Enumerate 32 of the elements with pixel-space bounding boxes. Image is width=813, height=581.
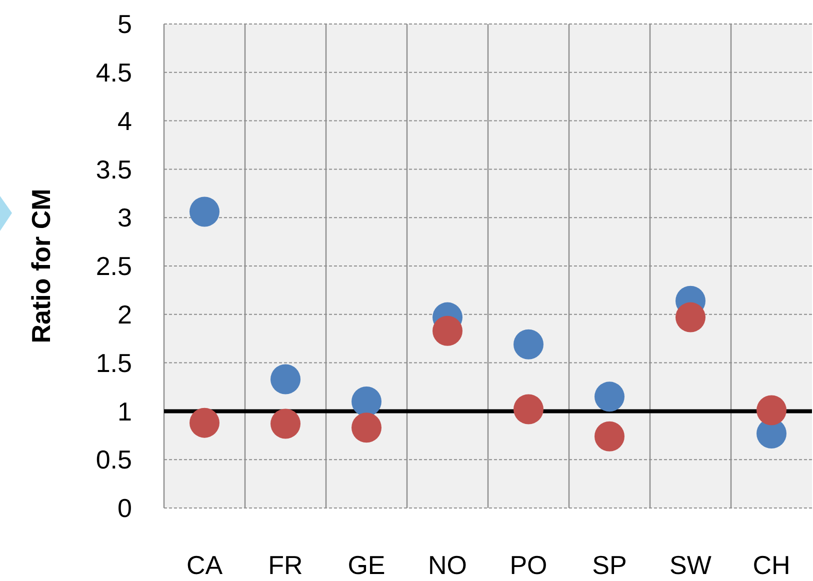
point bbox=[270, 364, 300, 394]
x-tick-label: GE bbox=[348, 550, 386, 580]
x-tick-label: PO bbox=[510, 550, 548, 580]
point bbox=[676, 302, 706, 332]
point bbox=[594, 421, 624, 452]
y-tick-label: 1 bbox=[118, 396, 132, 426]
y-tick-label: 0.5 bbox=[96, 444, 132, 475]
point bbox=[270, 408, 300, 439]
y-tick-label: 0 bbox=[118, 493, 132, 524]
x-tick-label: SW bbox=[670, 550, 712, 580]
x-tick-label: NO bbox=[428, 550, 467, 580]
y-tick-label: 2.5 bbox=[96, 251, 132, 282]
point bbox=[190, 408, 220, 438]
y-tick-label: 4.5 bbox=[96, 58, 132, 88]
x-tick-label: CA bbox=[186, 550, 224, 580]
y-tick-label: 3.5 bbox=[96, 154, 132, 184]
y-tick-label: 3 bbox=[118, 202, 132, 233]
y-tick-label: 5 bbox=[118, 9, 132, 40]
point bbox=[594, 382, 624, 412]
y-tick-label: 2 bbox=[118, 300, 132, 330]
x-tick-label: SP bbox=[592, 550, 627, 580]
x-tick-label: FR bbox=[268, 550, 303, 580]
point bbox=[514, 329, 544, 360]
point bbox=[190, 196, 220, 227]
point bbox=[432, 316, 462, 346]
y-axis-title: Ratio for CM bbox=[26, 188, 56, 344]
point bbox=[514, 394, 544, 424]
point bbox=[352, 412, 382, 443]
point bbox=[756, 395, 786, 426]
y-tick-label: 4 bbox=[118, 106, 132, 136]
y-tick-label: 1.5 bbox=[96, 348, 132, 378]
x-tick-label: CH bbox=[752, 550, 790, 580]
